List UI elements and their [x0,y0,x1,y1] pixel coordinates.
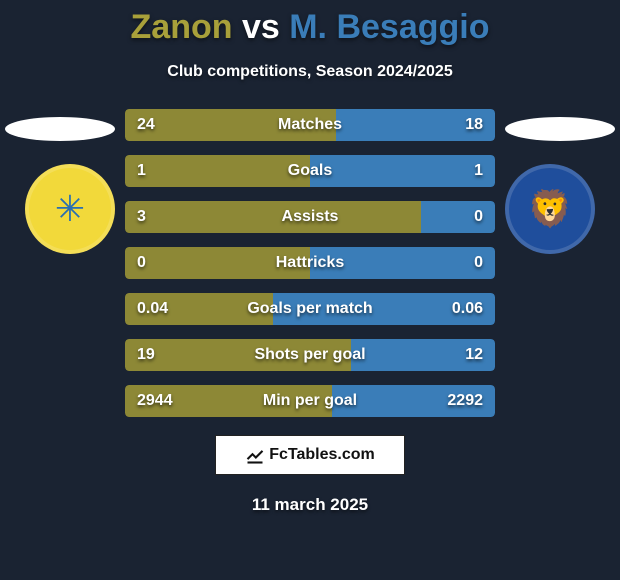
stat-label: Goals per match [125,293,495,325]
stat-row: 0.040.06Goals per match [125,293,495,325]
club-crest-left: ✳ [25,164,115,254]
stat-label: Assists [125,201,495,233]
stat-row: 29442292Min per goal [125,385,495,417]
date-text: 11 march 2025 [0,495,620,515]
comparison-body: ✳ 🦁 2418Matches 11Goals 30Assists 00Hattric… [0,109,620,515]
vs-text: vs [242,8,280,46]
chart-icon [245,445,265,465]
comparison-title: Zanon vs M. Besaggio [0,0,620,47]
platform-right [505,117,615,141]
stat-row: 1912Shots per goal [125,339,495,371]
stat-row: 11Goals [125,155,495,187]
stat-label: Min per goal [125,385,495,417]
stat-label: Shots per goal [125,339,495,371]
stat-row: 2418Matches [125,109,495,141]
crest-right-icon: 🦁 [505,164,595,254]
club-crest-right: 🦁 [505,164,595,254]
platform-left [5,117,115,141]
stat-label: Goals [125,155,495,187]
stat-row: 30Assists [125,201,495,233]
brand-text: FcTables.com [269,446,375,464]
brand-logo[interactable]: FcTables.com [215,435,405,475]
crest-left-icon: ✳ [25,164,115,254]
subtitle: Club competitions, Season 2024/2025 [0,63,620,81]
stat-row: 00Hattricks [125,247,495,279]
player-left-name: Zanon [131,8,233,46]
player-right-name: M. Besaggio [289,8,489,46]
stats-list: 2418Matches 11Goals 30Assists 00Hattricks 0.… [125,109,495,417]
stat-label: Hattricks [125,247,495,279]
stat-label: Matches [125,109,495,141]
